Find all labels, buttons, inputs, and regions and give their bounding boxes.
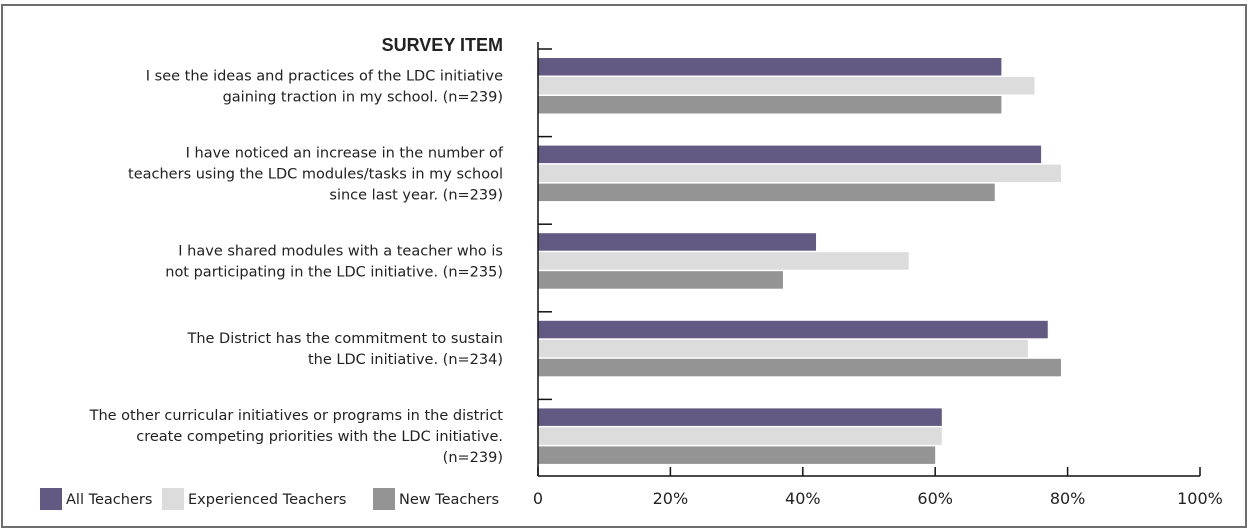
bar-new-teachers-4 xyxy=(538,358,1061,377)
category-label-1-line-1: I see the ideas and practices of the LDC… xyxy=(146,68,503,84)
category-label-5-line-1: The other curricular initiatives or prog… xyxy=(89,408,504,424)
bar-experienced-teachers-1 xyxy=(538,77,1035,95)
bar-new-teachers-3 xyxy=(538,271,783,289)
category-label-2-line-2: teachers using the LDC modules/tasks in … xyxy=(128,166,503,182)
bar-experienced-teachers-3 xyxy=(538,252,909,270)
bar-chart: SURVEY ITEM I see the ideas and practice… xyxy=(40,35,1223,510)
category-label-2-line-1: I have noticed an increase in the number… xyxy=(186,145,504,161)
category-label-1-line-2: gaining traction in my school. (n=239) xyxy=(223,89,503,105)
legend-label-new-teachers: New Teachers xyxy=(399,492,499,508)
legend-swatch-new-teachers xyxy=(373,488,395,510)
bar-experienced-teachers-4 xyxy=(538,339,1028,358)
category-label-5-line-3: (n=239) xyxy=(443,450,503,466)
bar-all-teachers-2 xyxy=(538,145,1042,164)
category-label-4-line-1: The District has the commitment to susta… xyxy=(186,331,503,347)
category-label-4-line-2: the LDC initiative. (n=234) xyxy=(308,352,503,368)
value-tick-label: 80% xyxy=(1050,489,1086,508)
bar-new-teachers-2 xyxy=(538,183,995,202)
legend-swatch-all-teachers xyxy=(40,488,62,510)
bar-experienced-teachers-2 xyxy=(538,164,1061,183)
bar-new-teachers-1 xyxy=(538,96,1002,114)
bar-new-teachers-5 xyxy=(538,446,936,464)
category-label-3-line-2: not participating in the LDC initiative.… xyxy=(165,264,503,280)
value-tick-label: 0 xyxy=(533,489,543,508)
category-axis-title: SURVEY ITEM xyxy=(382,35,503,55)
category-label-5-line-2: create competing priorities with the LDC… xyxy=(136,429,503,445)
bar-experienced-teachers-5 xyxy=(538,427,942,445)
legend-label-experienced-teachers: Experienced Teachers xyxy=(188,492,346,508)
value-tick-label: 100% xyxy=(1177,489,1223,508)
category-label-3-line-1: I have shared modules with a teacher who… xyxy=(178,243,503,259)
bar-all-teachers-1 xyxy=(538,58,1002,76)
legend-swatch-experienced-teachers xyxy=(162,488,184,510)
category-label-2-line-3: since last year. (n=239) xyxy=(329,187,503,203)
value-tick-label: 20% xyxy=(653,489,689,508)
legend-label-all-teachers: All Teachers xyxy=(66,492,152,508)
value-tick-label: 40% xyxy=(785,489,821,508)
bar-all-teachers-4 xyxy=(538,320,1048,339)
value-tick-label: 60% xyxy=(917,489,953,508)
bar-all-teachers-5 xyxy=(538,408,942,426)
chart-frame: SURVEY ITEM I see the ideas and practice… xyxy=(1,4,1247,528)
bar-all-teachers-3 xyxy=(538,233,817,251)
